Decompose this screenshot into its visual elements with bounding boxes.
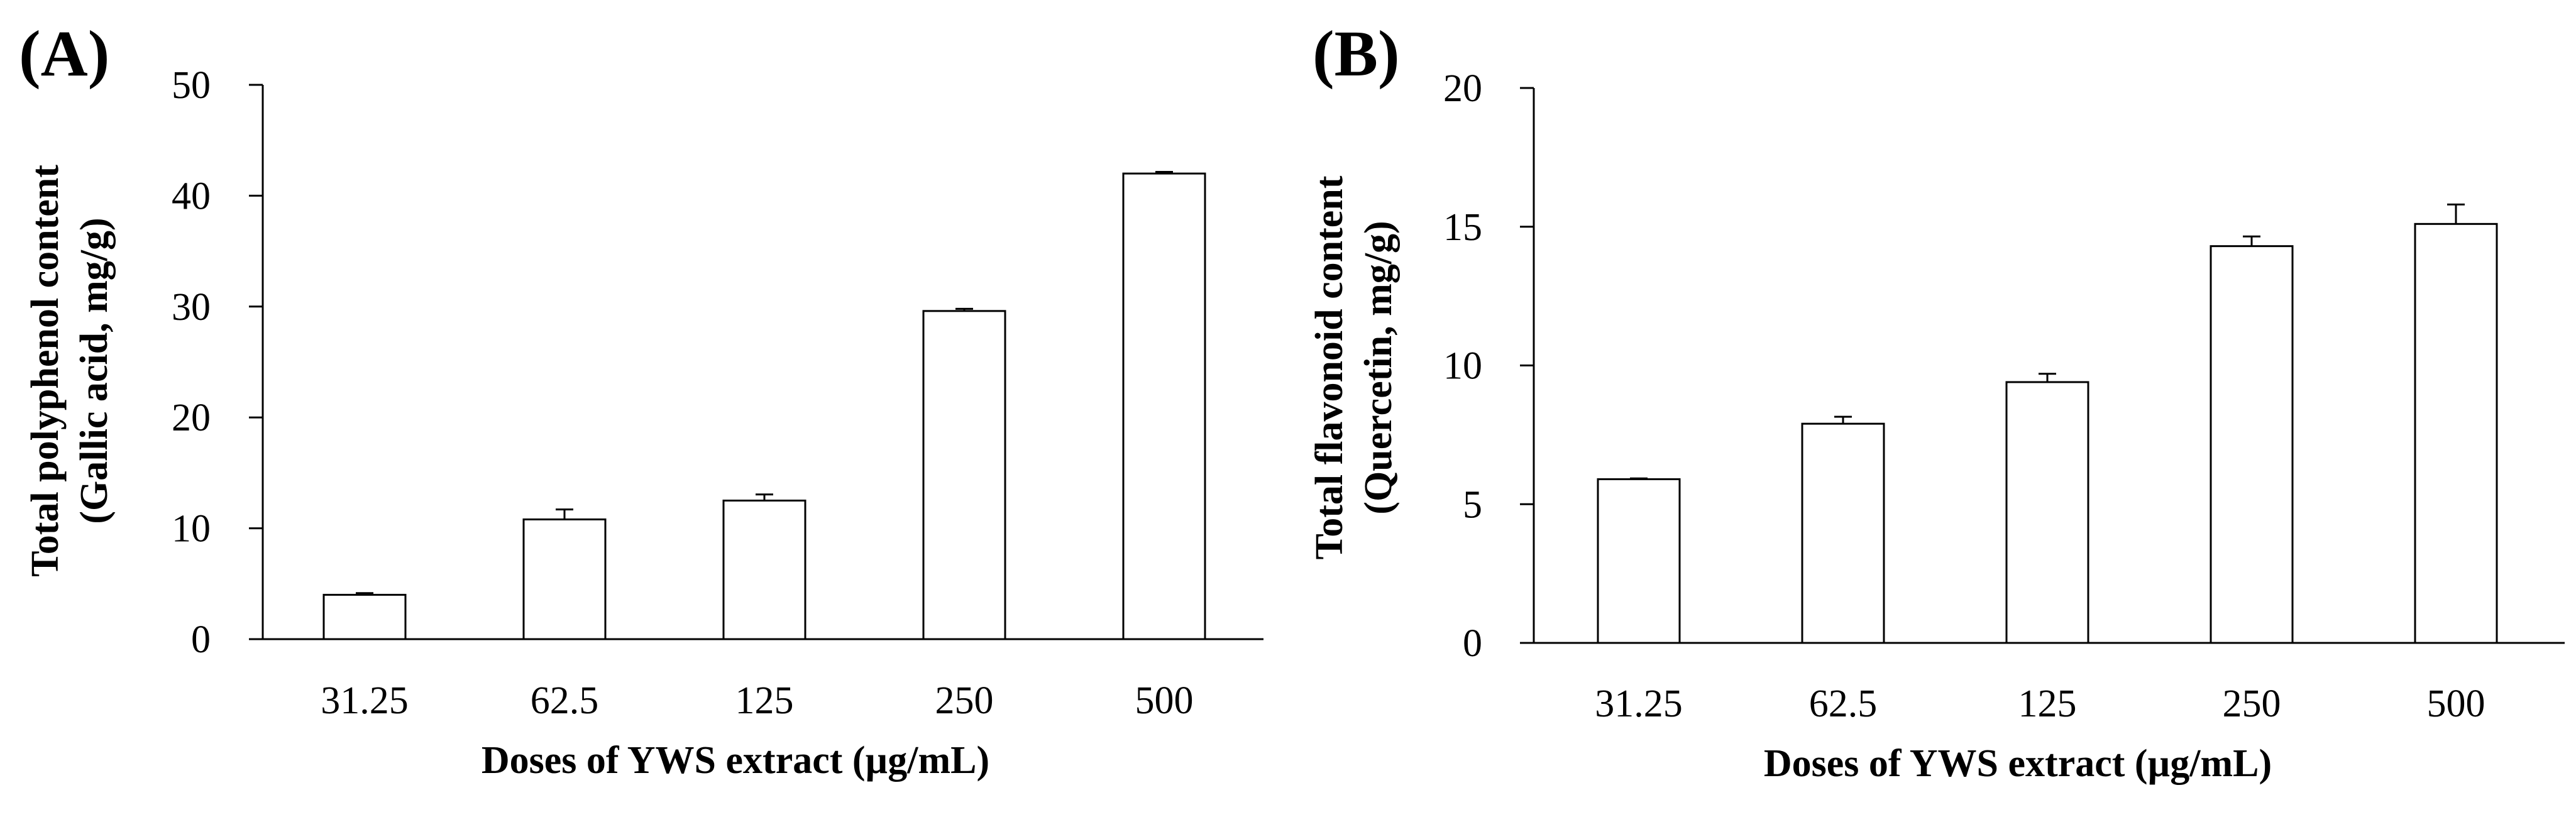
y-tick-label-a-3: 30 [172,286,211,329]
x-tick-label-a-2: 125 [735,679,794,722]
x-tick-label-b-2: 125 [2018,683,2077,725]
bar-b-1 [1801,422,1885,644]
bar-a-4 [1122,172,1206,640]
y-tick-label-b-3: 15 [1443,206,1482,249]
panel-a: (A) 0 10 20 30 40 50 31.25 62.5 125 250 500 Doses of… [19,18,1263,782]
y-tick-label-b-4: 20 [1443,67,1482,110]
y-axis-title-line1-a: Total polyphenol content [24,165,67,577]
x-tick-label-b-4: 500 [2427,683,2485,725]
panel-b: (B) 0 5 10 15 20 31.25 62.5 125 250 500 Doses of YW… [1308,18,2565,785]
bar-a-1 [522,518,607,640]
y-tick-label-b-1: 5 [1463,483,1482,526]
y-axis-title-line2-a: (Gallic acid, mg/g) [73,217,116,524]
x-tick-label-a-1: 62.5 [531,679,599,722]
x-tick-label-a-3: 250 [935,679,994,722]
y-tick-label-b-0: 0 [1463,622,1482,665]
panel-label-a: (A) [19,18,109,90]
bar-a-0 [322,593,407,640]
y-tick-label-a-1: 10 [172,508,211,551]
bar-b-2 [2005,381,2089,644]
y-tick-label-a-5: 50 [172,64,211,107]
bar-b-4 [2414,222,2498,644]
x-axis-title-b: Doses of YWS extract (µg/mL) [1764,742,2272,785]
x-tick-label-a-4: 500 [1135,679,1194,722]
panel-label-b: (B) [1313,18,1400,90]
x-axis-title-a: Doses of YWS extract (µg/mL) [482,739,989,782]
x-tick-label-b-3: 250 [2223,683,2281,725]
x-tick-label-b-1: 62.5 [1809,683,1878,725]
y-tick-label-a-4: 40 [172,175,211,217]
bar-a-2 [722,500,806,640]
y-tick-label-a-0: 0 [191,618,211,661]
bar-b-0 [1597,478,1681,644]
bar-a-3 [922,310,1006,640]
y-tick-label-b-2: 10 [1443,345,1482,388]
x-tick-label-b-0: 31.25 [1595,683,1683,725]
bar-b-3 [2210,245,2294,644]
x-tick-label-a-0: 31.25 [321,679,409,722]
y-axis-title-line1-b: Total flavonoid content [1308,175,1351,559]
y-axis-title-line2-b: (Quercetin, mg/g) [1357,221,1400,514]
y-tick-label-a-2: 20 [172,397,211,439]
